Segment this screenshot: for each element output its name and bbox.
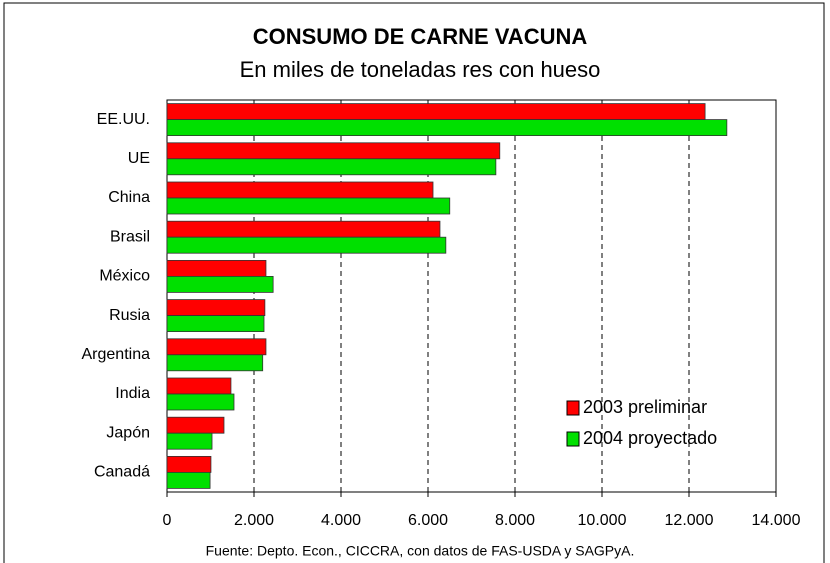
bar: [166, 416, 225, 434]
x-tick-label: 14.000: [752, 512, 801, 529]
y-tick-label: Canadá: [94, 464, 150, 481]
bar: [166, 181, 434, 199]
bar: [166, 103, 706, 120]
bar: [166, 299, 266, 317]
bar: [166, 315, 265, 333]
y-tick-label: Japón: [106, 424, 150, 441]
chart-subtitle: En miles de toneladas res con hueso: [240, 57, 601, 82]
y-tick-label: Brasil: [110, 228, 150, 245]
x-tick-label: 4.000: [321, 512, 361, 529]
x-tick-label: 10.000: [578, 512, 627, 529]
x-tick-label: 12.000: [665, 512, 714, 529]
bar: [166, 377, 232, 395]
frame: [3, 2, 825, 563]
bar: [166, 432, 213, 450]
y-tick-label: UE: [128, 150, 150, 167]
bar: [166, 338, 267, 356]
bar: [166, 119, 728, 136]
legend-swatch: [566, 431, 580, 447]
x-tick-label: 6.000: [408, 512, 448, 529]
bar: [166, 142, 501, 160]
y-tick-label: Argentina: [82, 346, 151, 363]
legend-swatch: [566, 400, 580, 416]
y-tick-label: Rusia: [109, 307, 150, 324]
chart-title: CONSUMO DE CARNE VACUNA: [253, 24, 588, 49]
bar: [166, 455, 212, 473]
bar: [166, 354, 264, 372]
y-tick-label: India: [115, 385, 150, 402]
y-tick-label: China: [108, 189, 150, 206]
x-tick-label: 0: [163, 512, 172, 529]
x-tick-label: 8.000: [495, 512, 535, 529]
bar: [166, 393, 235, 411]
legend-label: 2004 proyectado: [583, 428, 717, 448]
legend-label: 2003 preliminar: [583, 397, 707, 417]
bar: [166, 236, 447, 254]
bar: [166, 275, 274, 293]
source-note: Fuente: Depto. Econ., CICCRA, con datos …: [206, 543, 635, 559]
bar: [166, 259, 267, 277]
y-tick-label: México: [99, 268, 150, 285]
bar: [166, 197, 451, 215]
x-tick-label: 2.000: [234, 512, 274, 529]
bar: [166, 158, 497, 176]
bar: [166, 220, 441, 238]
bar: [166, 471, 211, 489]
y-tick-label: EE.UU.: [97, 111, 150, 128]
